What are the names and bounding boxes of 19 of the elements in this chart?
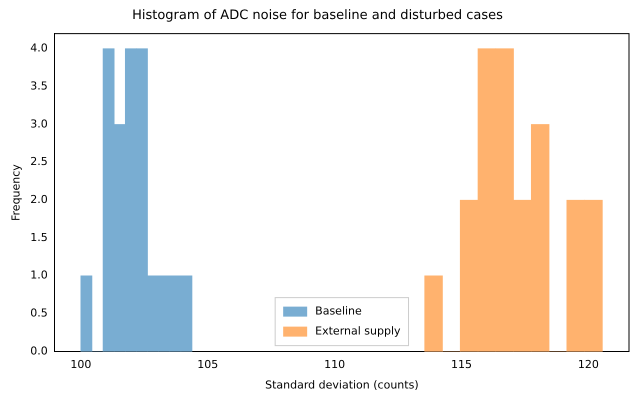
x-tick-label: 100 xyxy=(70,358,92,372)
x-tick-label: 110 xyxy=(324,358,346,372)
chart-title: Histogram of ADC noise for baseline and disturbed cases xyxy=(132,8,504,24)
x-axis-title: Standard deviation (counts) xyxy=(265,378,419,392)
y-tick-label: 2.0 xyxy=(30,193,48,206)
y-axis-title: Frequency xyxy=(9,164,22,222)
y-tick-label: 2.5 xyxy=(30,155,48,168)
y-tick-label: 4.0 xyxy=(30,42,48,55)
y-tick-label: 1.5 xyxy=(30,230,48,244)
x-tick-label: 120 xyxy=(578,358,599,372)
x-tick-label: 115 xyxy=(451,358,472,372)
y-tick-label: 0.5 xyxy=(30,306,48,320)
y-tick-label: 3.0 xyxy=(30,117,48,130)
y-tick-label: 3.5 xyxy=(30,79,48,92)
x-tick-label: 105 xyxy=(197,358,218,372)
legend-label: External supply xyxy=(315,324,402,338)
y-tick-label: 1.0 xyxy=(30,268,48,282)
y-tick-label: 0.0 xyxy=(30,344,48,358)
legend-label: Baseline xyxy=(315,304,362,318)
